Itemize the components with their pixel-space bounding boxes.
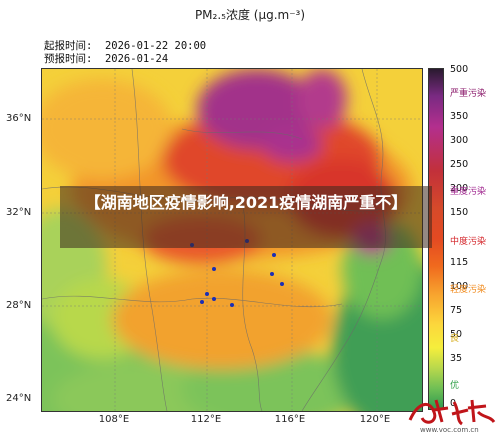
cbar-tick: 200 (450, 183, 469, 194)
voc-logo: www.voc.com.cn (404, 392, 500, 435)
cbar-tick: 115 (450, 257, 469, 268)
cbar-tick: 150 (450, 207, 469, 218)
cbar-tick: 300 (450, 135, 469, 146)
cbar-tick: 500 (450, 64, 469, 75)
lon-label-108: 108°E (98, 414, 130, 425)
lon-label-120: 120°E (359, 414, 391, 425)
cbar-tick: 0 (450, 398, 457, 409)
lat-label-36: 36°N (6, 113, 32, 124)
cbar-tick: 50 (450, 329, 463, 340)
lat-label-24: 24°N (6, 393, 32, 404)
cbar-tick: 350 (450, 111, 469, 122)
cbar-category-severe: 严重污染 (450, 89, 487, 99)
cbar-category-medium: 中度污染 (450, 237, 487, 247)
cbar-category-heavy: 重度污染 (450, 187, 487, 197)
cbar-category-light: 轻度污染 (450, 285, 487, 295)
lat-label-28: 28°N (6, 300, 32, 311)
map-title: PM₂.₅浓度 (μg.m⁻³) (194, 8, 306, 22)
lon-label-116: 116°E (274, 414, 306, 425)
cbar-category-excellent: 优 (450, 381, 460, 391)
cbar-tick: 35 (450, 353, 463, 364)
pm25-map (41, 68, 423, 412)
lon-label-112: 112°E (190, 414, 222, 425)
voc-url: www.voc.com.cn (420, 426, 479, 434)
cbar-category-good: 良 (450, 334, 460, 344)
issue-time: 起报时间: 2026-01-22 20:00 (44, 40, 207, 52)
lat-label-32: 32°N (6, 207, 32, 218)
cbar-tick: 100 (450, 281, 469, 292)
forecast-time: 预报时间: 2026-01-24 (44, 53, 169, 65)
headline-banner[interactable]: 【湖南地区疫情影响,2021疫情湖南严重不】 (60, 186, 432, 248)
cbar-tick: 250 (450, 159, 469, 170)
cbar-tick: 75 (450, 305, 463, 316)
headline-text: 【湖南地区疫情影响,2021疫情湖南严重不】 (84, 193, 408, 212)
